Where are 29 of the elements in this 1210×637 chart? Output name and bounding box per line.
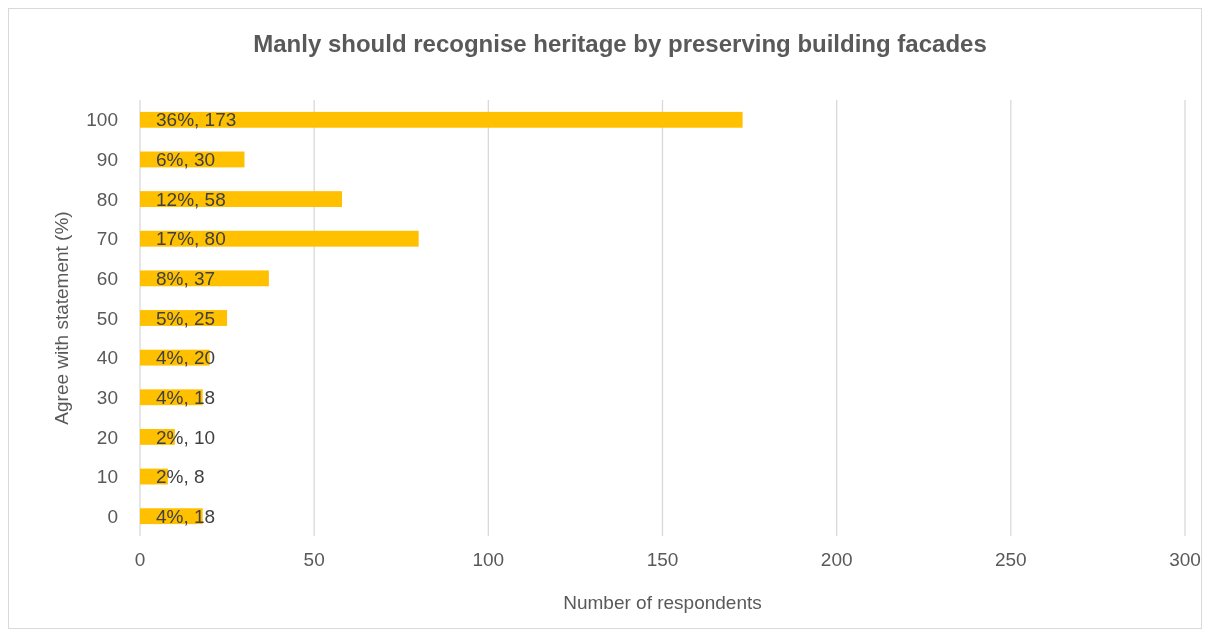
y-tick-label: 70: [96, 228, 118, 250]
data-label: 36%, 173: [156, 109, 237, 131]
y-tick-label: 60: [96, 268, 118, 290]
bar: [140, 111, 743, 128]
y-tick-label: 40: [96, 347, 118, 369]
data-label: 5%, 25: [156, 307, 216, 329]
bar: [140, 230, 419, 247]
data-label: 8%, 37: [156, 268, 216, 290]
y-tick-label: 20: [96, 426, 118, 448]
data-label: 6%, 30: [156, 149, 216, 171]
x-tick-label: 300: [1169, 549, 1201, 570]
y-tick-label: 0: [107, 505, 118, 527]
y-axis-title: Agree with statement (%): [51, 211, 72, 425]
y-tick-label: 90: [96, 149, 118, 171]
x-tick-label: 150: [646, 549, 679, 570]
y-tick-label: 30: [96, 386, 118, 408]
x-tick-label: 200: [820, 549, 853, 570]
x-tick-label: 50: [303, 549, 325, 570]
data-label: 17%, 80: [156, 228, 226, 250]
y-tick-label: 10: [96, 466, 118, 488]
y-tick-label: 80: [96, 188, 118, 210]
x-tick-label: 250: [994, 549, 1027, 570]
x-tick-label: 100: [472, 549, 505, 570]
y-tick-label: 100: [86, 109, 118, 131]
x-axis-title: Number of respondents: [563, 592, 762, 613]
x-tick-label: 0: [134, 549, 146, 570]
chart-title: Manly should recognise heritage by preserving building facades: [253, 30, 987, 57]
data-label: 12%, 58: [156, 188, 226, 210]
y-tick-label: 50: [96, 307, 118, 329]
